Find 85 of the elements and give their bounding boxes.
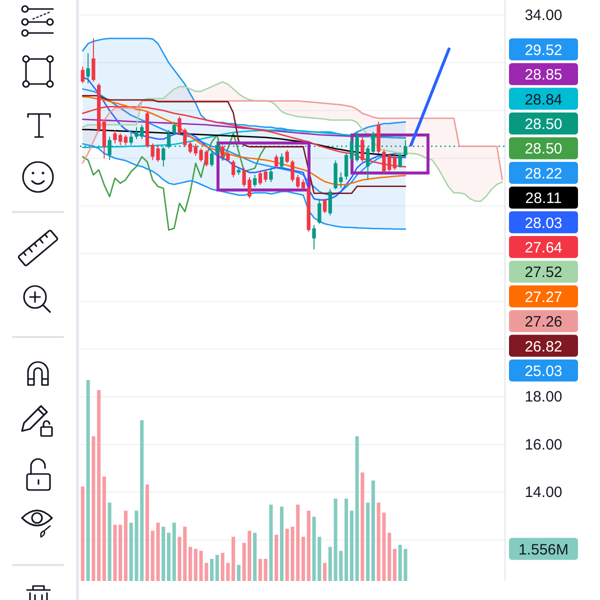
bar	[274, 534, 278, 581]
candlestick	[231, 160, 236, 178]
bar	[80, 486, 84, 581]
bar	[102, 476, 106, 581]
candlestick	[328, 188, 332, 216]
candlestick	[188, 141, 192, 154]
candlestick	[371, 131, 376, 154]
bar	[166, 532, 171, 581]
candlestick	[210, 150, 214, 168]
bar	[323, 562, 327, 581]
candlestick	[322, 198, 327, 214]
bar	[145, 484, 150, 581]
bar	[344, 498, 348, 581]
candlestick	[269, 167, 273, 183]
bar	[236, 564, 240, 581]
line-series	[82, 38, 406, 136]
text: 25.03	[524, 363, 562, 380]
bar	[215, 554, 219, 581]
text: 28.84	[524, 91, 562, 108]
bar	[328, 546, 332, 581]
candlestick	[285, 150, 289, 164]
line-series	[82, 100, 504, 180]
bar	[301, 536, 306, 581]
bar	[108, 502, 112, 581]
bar	[162, 526, 166, 581]
text: 29.52	[524, 42, 562, 59]
bar	[210, 558, 214, 581]
text: 28.11	[525, 190, 562, 208]
bar	[366, 502, 370, 581]
bar	[264, 558, 268, 581]
line-series	[82, 132, 266, 231]
candlestick	[258, 171, 262, 186]
text: 28.85	[524, 66, 562, 84]
bar	[97, 390, 101, 581]
bar	[194, 548, 198, 581]
bar	[118, 524, 122, 581]
candlestick	[301, 179, 306, 190]
text: 28.03	[524, 214, 562, 232]
text: 27.52	[524, 264, 562, 282]
candlestick	[344, 152, 348, 180]
bar	[253, 532, 257, 581]
text: 27.27	[524, 288, 562, 306]
bar	[280, 506, 284, 581]
bar	[92, 436, 96, 581]
bar	[388, 532, 392, 581]
candlestick	[280, 152, 284, 168]
text: 27.26	[524, 314, 562, 331]
candlestick	[318, 198, 322, 224]
bar	[360, 472, 364, 581]
candlestick	[86, 52, 90, 84]
candlestick	[124, 134, 128, 146]
bar	[232, 536, 236, 581]
text: 28.50	[524, 116, 562, 133]
text: 26.82	[524, 338, 562, 356]
bar	[371, 480, 375, 581]
candlestick	[129, 130, 133, 146]
candlestick	[253, 174, 257, 188]
y-tick-label: 14.00	[524, 484, 562, 502]
bar	[258, 558, 262, 581]
bar	[350, 510, 354, 581]
line-series	[82, 118, 406, 139]
candlestick	[80, 66, 85, 84]
text: 28.22	[524, 165, 562, 182]
bar	[113, 524, 117, 581]
bar	[306, 510, 310, 581]
bar	[355, 436, 359, 581]
bar	[124, 510, 128, 581]
candlestick	[360, 136, 364, 162]
candlestick	[398, 152, 402, 168]
text: 28.50	[524, 140, 562, 158]
text: 1.556M	[518, 541, 569, 558]
y-tick-label: 18.00	[524, 388, 562, 406]
candlestick	[264, 170, 268, 183]
y-tick-label: 16.00	[524, 436, 562, 454]
text: 27.64	[524, 240, 562, 256]
candlestick	[92, 38, 96, 82]
bar	[269, 504, 273, 581]
candlestick	[172, 121, 176, 136]
bar	[86, 380, 90, 581]
candlestick	[312, 224, 316, 250]
y-tick-label: 34.00	[524, 6, 562, 24]
bar	[172, 522, 176, 581]
bar	[392, 548, 396, 581]
bar	[188, 546, 192, 581]
candlestick	[274, 154, 278, 168]
